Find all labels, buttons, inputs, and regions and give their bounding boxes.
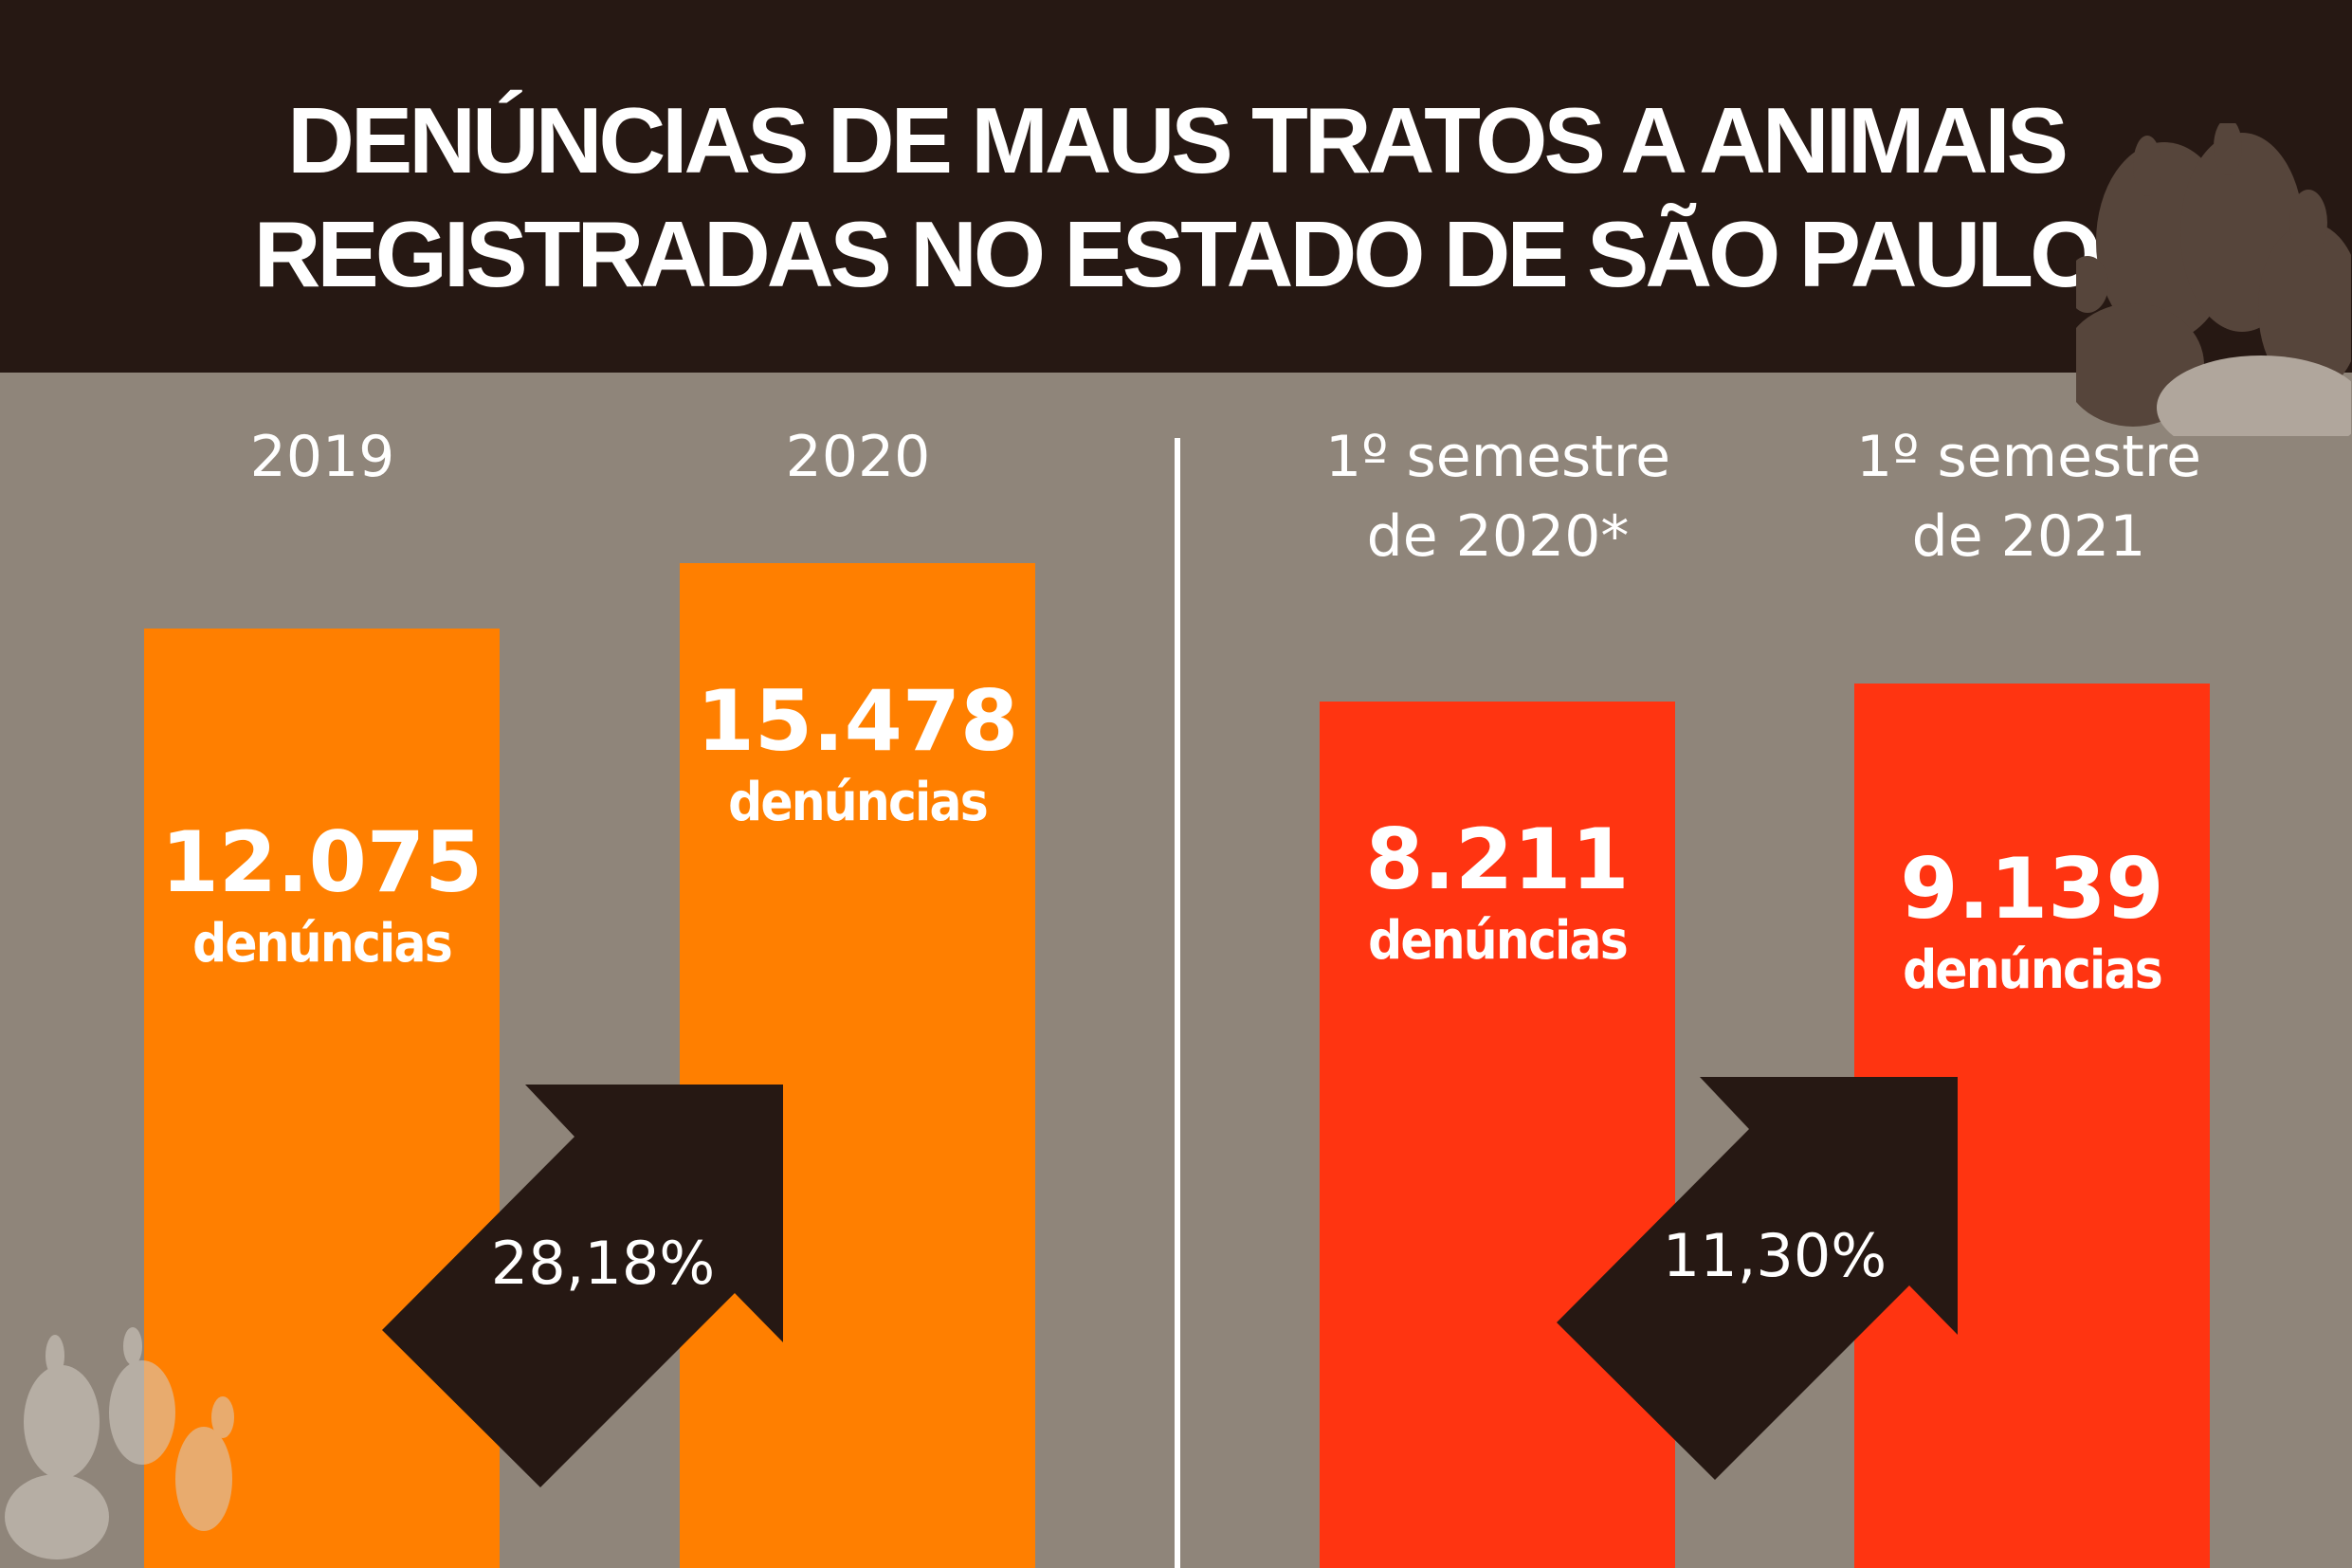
unit-label: denúncias [192, 912, 453, 975]
value-label: 9.139 [1900, 840, 2164, 939]
change-label-semester: 11,30% [1662, 1221, 1887, 1290]
value-label: 8.211 [1365, 810, 1630, 908]
category-label-1sem-2021: 1º semestre de 2021 [1855, 424, 2202, 570]
category-label-2020: 2020 [785, 424, 931, 490]
arrow-up-right-icon [382, 1085, 783, 1487]
unit-label: denúncias [1368, 909, 1629, 972]
category-label-2019: 2019 [249, 424, 395, 490]
header-banner: DENÚNCIAS DE MAUS TRATOS A ANIMAIS REGIS… [0, 0, 2352, 373]
paw-print-icon [5, 1327, 234, 1559]
bar-2020: 15.478 denúncias [680, 563, 1035, 1568]
value-label: 12.075 [160, 812, 483, 911]
title-line-1: DENÚNCIAS DE MAUS TRATOS A ANIMAIS [287, 88, 2069, 192]
title-line-2: REGISTRADAS NO ESTADO DE SÃO PAULO [253, 202, 2103, 306]
arrow-up-right-icon [1557, 1077, 1958, 1480]
unit-label: denúncias [1903, 939, 2163, 1002]
paw-print-icon [2076, 123, 2351, 436]
category-label-1sem-2020: 1º semestre de 2020* [1324, 424, 1671, 570]
unit-label: denúncias [728, 772, 989, 834]
bar-2019: 12.075 denúncias [144, 628, 500, 1568]
section-divider [1175, 438, 1180, 1568]
bar-1sem-2020: 8.211 denúncias [1320, 701, 1675, 1568]
change-label-annual: 28,18% [490, 1229, 716, 1298]
value-label: 15.478 [696, 672, 1019, 771]
